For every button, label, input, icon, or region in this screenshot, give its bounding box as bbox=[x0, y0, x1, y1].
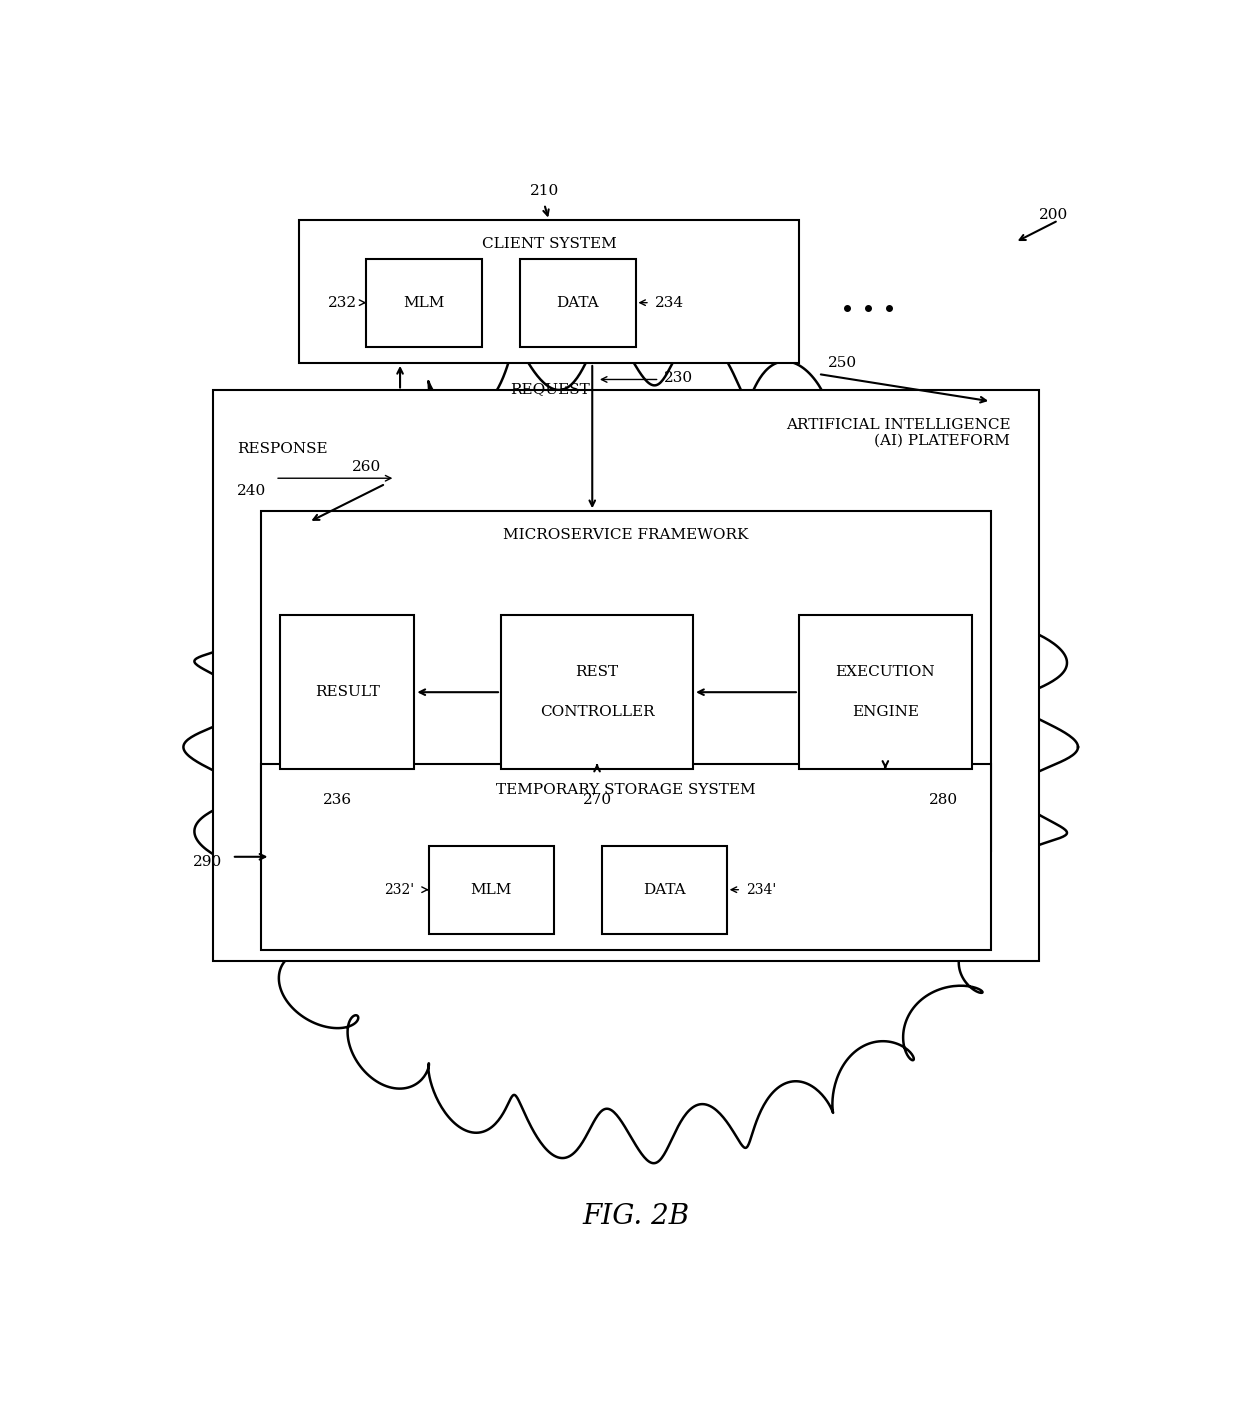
Text: 234': 234' bbox=[746, 882, 776, 896]
Bar bbox=[799, 616, 972, 770]
Bar bbox=[260, 512, 991, 851]
Bar bbox=[213, 390, 1039, 960]
Text: CLIENT SYSTEM: CLIENT SYSTEM bbox=[481, 237, 616, 251]
Text: DATA: DATA bbox=[644, 882, 686, 896]
Text: EXECUTION: EXECUTION bbox=[836, 665, 935, 680]
Text: 200: 200 bbox=[1039, 208, 1068, 222]
Text: DATA: DATA bbox=[557, 295, 599, 309]
Text: 232: 232 bbox=[327, 295, 357, 309]
Bar bbox=[501, 616, 693, 770]
Text: 250: 250 bbox=[828, 356, 857, 370]
Text: 236: 236 bbox=[324, 794, 352, 807]
Text: RESPONSE: RESPONSE bbox=[237, 442, 327, 456]
Text: MLM: MLM bbox=[403, 295, 445, 309]
Text: MICROSERVICE FRAMEWORK: MICROSERVICE FRAMEWORK bbox=[503, 527, 749, 542]
Text: CONTROLLER: CONTROLLER bbox=[539, 705, 655, 720]
Bar bbox=[429, 846, 554, 933]
Text: REST: REST bbox=[575, 665, 619, 680]
Text: FIG. 2B: FIG. 2B bbox=[582, 1203, 689, 1230]
Text: 240: 240 bbox=[237, 483, 265, 497]
Text: 280: 280 bbox=[929, 794, 957, 807]
Text: 232': 232' bbox=[384, 882, 414, 896]
Text: RESULT: RESULT bbox=[315, 685, 379, 700]
Text: 270: 270 bbox=[583, 794, 611, 807]
Bar bbox=[260, 764, 991, 950]
Bar bbox=[299, 221, 799, 363]
Text: TEMPORARY STORAGE SYSTEM: TEMPORARY STORAGE SYSTEM bbox=[496, 784, 755, 797]
Text: 260: 260 bbox=[352, 460, 381, 475]
Bar bbox=[280, 616, 414, 770]
Text: 234: 234 bbox=[655, 295, 683, 309]
Text: MLM: MLM bbox=[471, 882, 512, 896]
Text: 290: 290 bbox=[193, 855, 222, 869]
Bar bbox=[521, 259, 635, 346]
Text: 230: 230 bbox=[665, 370, 693, 385]
Text: ARTIFICIAL INTELLIGENCE
(AI) PLATEFORM: ARTIFICIAL INTELLIGENCE (AI) PLATEFORM bbox=[786, 418, 1011, 447]
Text: 210: 210 bbox=[529, 184, 559, 198]
Text: ENGINE: ENGINE bbox=[852, 705, 919, 720]
Text: REQUEST: REQUEST bbox=[511, 382, 590, 396]
Polygon shape bbox=[184, 331, 1078, 1163]
Bar bbox=[601, 846, 727, 933]
Bar bbox=[367, 259, 481, 346]
